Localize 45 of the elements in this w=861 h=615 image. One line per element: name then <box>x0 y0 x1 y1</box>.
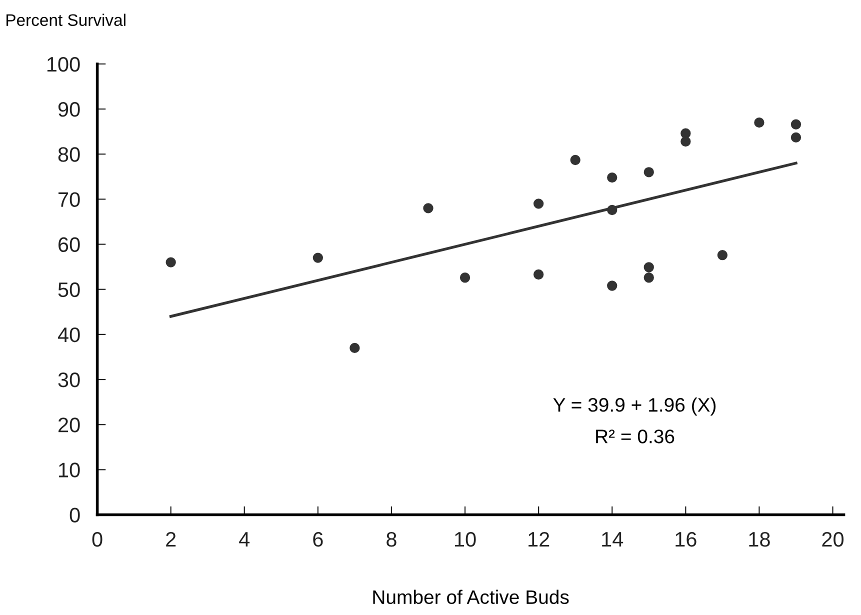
x-tick-label: 2 <box>166 532 176 547</box>
y-tick-label: 100 <box>47 56 80 72</box>
point <box>644 272 654 283</box>
y-tick-label: 10 <box>59 462 80 478</box>
y-tick-label: 20 <box>58 418 80 432</box>
y-tick-label: 40 <box>58 327 80 342</box>
y-tick-label: 0 <box>70 508 80 523</box>
point <box>644 262 654 272</box>
x-tick-label: 10 <box>455 532 476 547</box>
point <box>423 203 434 214</box>
point <box>644 167 654 178</box>
chart-title: Percent Survival <box>6 14 126 26</box>
point <box>607 204 618 216</box>
point <box>680 136 691 147</box>
point <box>717 250 728 260</box>
x-tick-label: 0 <box>92 532 102 547</box>
point <box>790 119 802 130</box>
point <box>570 154 580 166</box>
y-tick-label: 70 <box>58 192 80 207</box>
x-tick-label: 6 <box>313 532 323 547</box>
annotation: R² = 0.36 <box>596 430 674 444</box>
x-tick-label: 12 <box>528 532 550 547</box>
x-tick-label: 16 <box>676 532 696 547</box>
point <box>607 280 618 291</box>
point <box>312 252 324 263</box>
y-tick-label: 90 <box>58 102 80 117</box>
x-tick-label: 4 <box>239 532 250 547</box>
annotation: Y = 39.9 + 1.96 (X) <box>553 398 716 416</box>
x-tick-label: 20 <box>822 532 844 547</box>
x-tick-label: 14 <box>602 532 624 547</box>
y-tick-label: 80 <box>58 147 80 162</box>
x-tick-label: 8 <box>386 532 396 547</box>
point <box>754 117 764 128</box>
y-tick-label: 60 <box>58 237 80 252</box>
point <box>533 269 544 280</box>
point <box>350 342 360 354</box>
point <box>790 132 802 143</box>
y-tick-label: 30 <box>58 372 80 388</box>
point <box>607 172 618 183</box>
point <box>166 257 176 268</box>
y-tick-label: 50 <box>58 282 80 298</box>
x-tick-label: 18 <box>749 532 770 547</box>
point <box>460 272 470 283</box>
x-axis-title: Number of Active Buds <box>373 590 569 604</box>
point <box>533 198 544 209</box>
